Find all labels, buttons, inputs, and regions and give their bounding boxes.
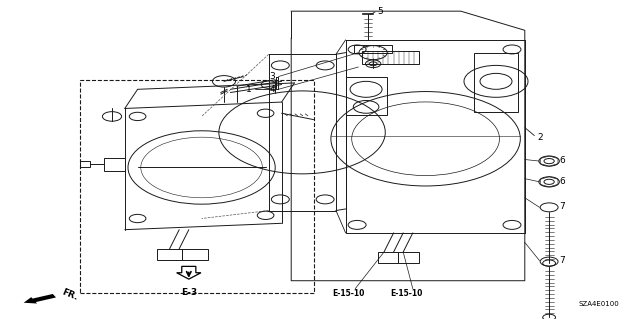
Bar bbox=[157, 249, 182, 260]
Text: 6: 6 bbox=[559, 156, 565, 165]
Text: FR.: FR. bbox=[61, 287, 79, 302]
Bar bbox=[398, 252, 419, 263]
Text: E-15-10: E-15-10 bbox=[333, 289, 365, 298]
Bar bbox=[378, 252, 398, 263]
Bar bbox=[182, 249, 208, 260]
Bar bbox=[474, 53, 518, 112]
Bar bbox=[80, 80, 314, 293]
Bar bbox=[346, 77, 387, 115]
Text: 4: 4 bbox=[269, 85, 275, 94]
Text: 7: 7 bbox=[559, 202, 565, 211]
Bar bbox=[104, 158, 125, 171]
FancyArrow shape bbox=[24, 294, 56, 303]
Text: 3: 3 bbox=[269, 72, 275, 81]
Text: SZA4E0100: SZA4E0100 bbox=[578, 301, 619, 307]
Text: 1: 1 bbox=[246, 85, 252, 94]
Text: E-3: E-3 bbox=[180, 288, 197, 297]
Text: 7: 7 bbox=[559, 256, 565, 265]
Text: 6: 6 bbox=[559, 177, 565, 186]
Text: E-15-10: E-15-10 bbox=[390, 289, 422, 298]
Text: 2: 2 bbox=[538, 133, 543, 142]
Bar bbox=[80, 161, 90, 167]
Bar bbox=[362, 51, 419, 64]
Bar bbox=[354, 45, 392, 53]
Text: 5: 5 bbox=[378, 7, 383, 16]
